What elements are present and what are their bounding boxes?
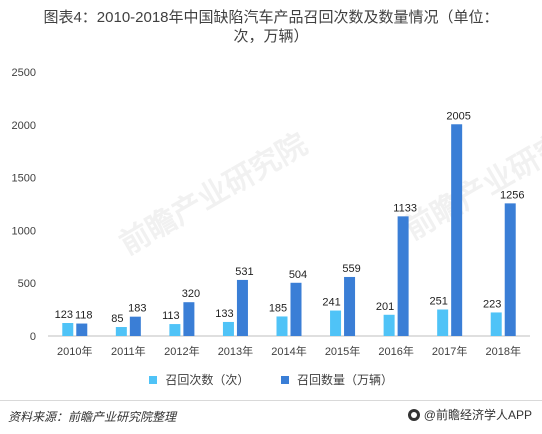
brand-credit: @前瞻经济学人APP xyxy=(407,406,532,423)
x-tick-label: 2018年 xyxy=(485,344,520,358)
x-tick-label: 2012年 xyxy=(164,344,199,358)
legend-swatch-series-1 xyxy=(148,375,157,384)
data-label-series-2: 559 xyxy=(342,263,360,275)
bar-series-1 xyxy=(62,323,74,336)
bar-series-2 xyxy=(129,316,141,336)
bar-series-2 xyxy=(504,203,516,336)
data-label-series-2: 183 xyxy=(128,303,146,315)
bar-series-2 xyxy=(451,124,463,336)
y-tick-label: 1000 xyxy=(12,225,36,237)
x-tick-label: 2016年 xyxy=(378,344,413,358)
legend-item-series-2: 召回数量（万辆） xyxy=(280,371,394,388)
y-tick-label: 2500 xyxy=(12,67,36,79)
legend-label-series-2: 召回数量（万辆） xyxy=(297,373,394,387)
bar-series-2 xyxy=(290,282,302,336)
data-label-series-2: 531 xyxy=(235,266,253,278)
bar-series-1 xyxy=(490,312,502,336)
data-label-series-1: 133 xyxy=(215,308,233,320)
y-tick-label: 0 xyxy=(30,331,36,343)
chart-title-line-2: 次，万辆） xyxy=(233,28,309,45)
legend-label-series-1: 召回次数（次） xyxy=(165,373,250,387)
legend-item-series-1: 召回次数（次） xyxy=(148,371,250,388)
data-label-series-1: 113 xyxy=(162,310,180,322)
x-tick-label: 2011年 xyxy=(111,344,146,358)
source-note: 资料来源：前瞻产业研究院整理 xyxy=(8,410,177,424)
data-label-series-1: 85 xyxy=(111,313,123,325)
y-tick-label: 2000 xyxy=(12,120,36,132)
data-label-series-1: 201 xyxy=(376,301,394,313)
bar-series-2 xyxy=(344,276,356,336)
chart-title: 图表4：2010-2018年中国缺陷汽车产品召回次数及数量情况（单位： 次，万辆… xyxy=(0,8,542,46)
bar-series-1 xyxy=(115,327,127,336)
x-tick-label: 2010年 xyxy=(57,344,92,358)
bar-series-1 xyxy=(437,309,449,336)
chart-title-line-1: 图表4：2010-2018年中国缺陷汽车产品召回次数及数量情况（单位： xyxy=(43,9,499,26)
data-label-series-2: 2005 xyxy=(446,110,470,122)
bar-series-2 xyxy=(397,216,409,336)
bar-series-1 xyxy=(276,316,288,336)
data-label-series-2: 504 xyxy=(289,269,307,281)
data-label-series-2: 1133 xyxy=(393,202,417,214)
y-tick-label: 500 xyxy=(18,278,36,290)
bar-series-1 xyxy=(383,314,395,336)
data-label-series-1: 241 xyxy=(322,297,340,309)
bar-series-1 xyxy=(222,321,234,336)
legend: 召回次数（次） 召回数量（万辆） xyxy=(0,371,542,388)
data-label-series-2: 118 xyxy=(75,310,93,322)
data-label-series-1: 223 xyxy=(483,298,501,310)
bar-series-2 xyxy=(183,302,195,336)
data-label-series-2: 320 xyxy=(182,288,200,300)
brand-logo-icon xyxy=(407,408,420,421)
x-tick-label: 2014年 xyxy=(271,344,306,358)
y-tick-label: 1500 xyxy=(12,173,36,185)
bar-series-2 xyxy=(236,279,248,336)
data-label-series-1: 185 xyxy=(269,302,287,314)
data-label-series-1: 123 xyxy=(55,309,73,321)
data-label-series-1: 251 xyxy=(429,295,447,307)
x-tick-label: 2013年 xyxy=(218,344,253,358)
brand-label: @前瞻经济学人APP xyxy=(423,408,532,422)
legend-swatch-series-2 xyxy=(280,375,289,384)
data-label-series-2: 1256 xyxy=(500,189,524,201)
bar-series-1 xyxy=(169,324,181,336)
x-tick-label: 2017年 xyxy=(432,344,467,358)
x-tick-label: 2015年 xyxy=(325,344,360,358)
bar-series-2 xyxy=(76,323,88,336)
bar-series-1 xyxy=(330,310,342,336)
footer-divider xyxy=(0,400,542,401)
